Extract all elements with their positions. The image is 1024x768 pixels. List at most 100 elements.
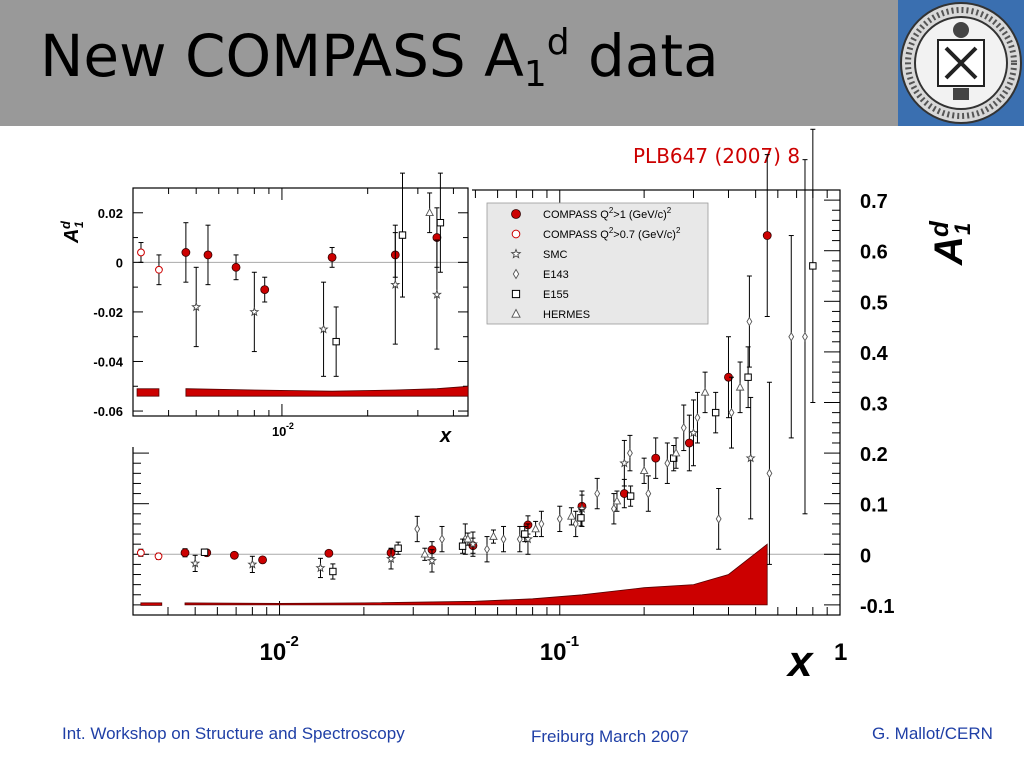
diamond-point [572, 519, 579, 529]
triangle-point [700, 387, 710, 396]
diamond-point [538, 519, 545, 529]
filled-circle-point [762, 231, 772, 240]
star-point [190, 558, 201, 568]
diamond-point [766, 468, 773, 479]
star-point [191, 301, 202, 312]
inset-x-tick-label: 10 -2 [272, 421, 294, 439]
x-axis-label: x [786, 637, 814, 686]
y-axis-label: Ad1 [924, 220, 975, 266]
star-point [745, 452, 756, 463]
inset-plot-area [132, 187, 469, 417]
filled-circle-point [684, 438, 694, 448]
filled-circle-point [327, 252, 337, 262]
filled-circle-point [324, 548, 334, 558]
title-main: New COMPASS A [40, 22, 524, 90]
triangle-point [639, 465, 649, 475]
y-tick-label: 0.1 [860, 495, 888, 517]
inset-y-tick-label: -0.04 [93, 354, 123, 369]
filled-circle-point [651, 453, 661, 463]
x-tick-label: 1 [834, 639, 847, 666]
main-systematic-band [140, 543, 768, 606]
diamond-point [516, 534, 523, 544]
star-point [249, 306, 260, 317]
y-tick-label: 0.4 [860, 343, 889, 365]
inset-y-tick-label: -0.06 [93, 404, 123, 419]
square-point [436, 218, 445, 227]
triangle-point [735, 382, 745, 391]
open-circle-point [155, 265, 163, 274]
square-point [458, 542, 467, 550]
y-tick-label: 0.2 [860, 444, 888, 466]
square-point [711, 408, 720, 417]
legend-label: E143 [543, 269, 569, 281]
diamond-point [627, 448, 633, 458]
slide-title: New COMPASS A1d data [40, 22, 719, 95]
inset-x-tick-label-base: 10 [272, 424, 286, 439]
diamond-point [414, 524, 421, 534]
diamond-point [715, 513, 722, 524]
star-point [247, 559, 258, 569]
y-axis-label-sup: d [924, 220, 954, 237]
y-tick-label: 0 [860, 545, 871, 567]
square-point [332, 337, 340, 346]
diamond-point [694, 412, 701, 423]
y-tick-label: -0.1 [860, 596, 894, 618]
y-tick-label: 0.7 [860, 191, 888, 213]
x-tick-label-base: 1 [834, 639, 847, 666]
diamond-point [484, 544, 490, 555]
star-point [426, 555, 438, 566]
filled-circle-point [231, 262, 241, 272]
diamond-point [802, 331, 808, 342]
legend-marker [511, 209, 521, 219]
legend-label: E155 [543, 289, 569, 301]
triangle-point [567, 511, 576, 520]
star-point [315, 562, 326, 573]
footer-date: Freiburg March 2007 [531, 727, 689, 746]
legend: COMPASS Q2>1 (GeV/c)2 COMPASS Q2>0.7 (GeV… [486, 202, 709, 325]
y-tick-label: 0.3 [860, 394, 888, 416]
footer-author: G. Mallot/CERN [872, 724, 993, 743]
triangle-point [612, 496, 622, 505]
filled-circle-point [181, 248, 191, 257]
main-data-points [136, 128, 817, 580]
inset-y-tick-label: -0.02 [93, 305, 123, 320]
inset-x-axis-label: x [439, 425, 452, 447]
star-point [688, 427, 699, 438]
x-tick-label-exp: -2 [286, 633, 299, 650]
square-point [809, 262, 817, 270]
y-tick-label: 0.5 [860, 292, 888, 314]
inset-systematic-band-stub [136, 388, 160, 397]
diamond-point [594, 488, 601, 499]
square-point [626, 492, 635, 500]
legend-label: SMC [543, 249, 568, 261]
filled-circle-point [258, 555, 267, 565]
title-superscript: d [546, 22, 570, 63]
star-point [390, 279, 401, 289]
triangle-point [531, 524, 540, 533]
square-point [398, 231, 407, 239]
legend-marker [511, 229, 521, 239]
legend-marker [510, 248, 522, 259]
diamond-point [500, 534, 507, 544]
legend-label: HERMES [543, 309, 590, 321]
diamond-point [680, 422, 687, 433]
university-seal-logo [898, 0, 1024, 126]
square-point [744, 373, 752, 381]
footer-workshop: Int. Workshop on Structure and Spectrosc… [62, 724, 405, 743]
star-point [619, 457, 630, 468]
diamond-point [556, 513, 563, 524]
diamond-point [439, 534, 445, 544]
legend-marker [511, 308, 521, 318]
inset-y-tick-label: 0 [116, 255, 123, 270]
square-point [329, 567, 337, 576]
triangle-point [463, 534, 473, 543]
diamond-point [728, 407, 735, 418]
star-point [467, 538, 478, 549]
legend-box [486, 202, 709, 325]
reference-citation: PLB647 (2007) 8 [633, 144, 801, 168]
systematic-band-stub [140, 602, 163, 606]
triangle-point [489, 531, 498, 540]
inset-y-axis-label-main: A [61, 229, 83, 244]
inset-plot: -0.06 -0.04 -0.02 0 0.02 10 -2 x Ad 1 [52, 172, 472, 447]
